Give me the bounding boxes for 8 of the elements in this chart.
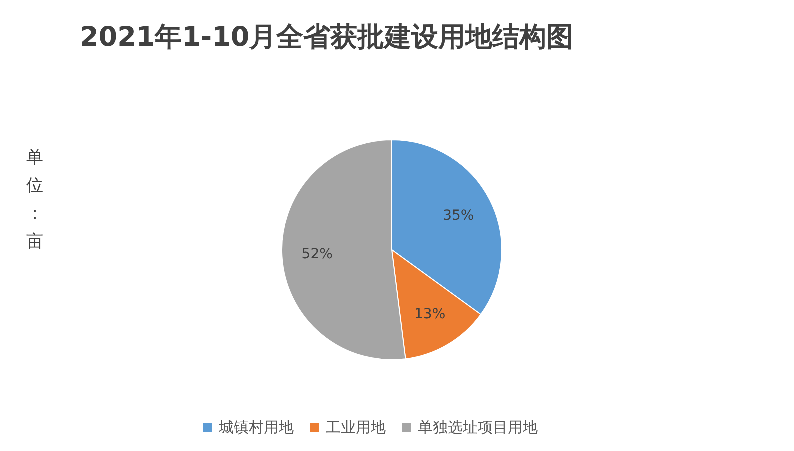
data-label: 35% [443,208,474,224]
data-label: 13% [414,306,446,322]
chart-title: 2021年1-10月全省获批建设用地结构图 [80,22,574,53]
legend-label: 单独选址项目用地 [418,418,538,437]
text: 单位：亩 [26,148,44,252]
legend-label: 城镇村用地 [218,418,294,437]
data-label: 52% [302,246,333,263]
legend-label: 工业用地 [326,418,386,437]
